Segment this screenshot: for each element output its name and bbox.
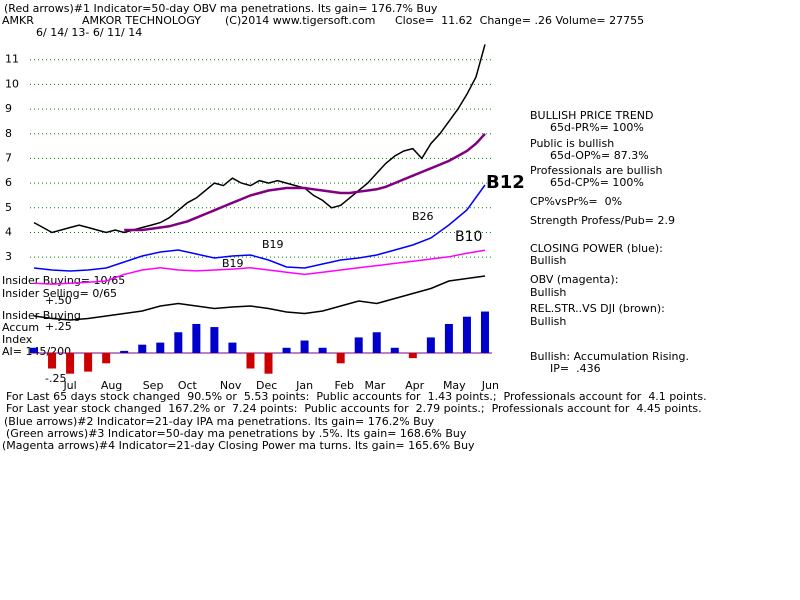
bar <box>48 352 57 369</box>
x-tick-label: Oct <box>178 379 198 392</box>
y-tick-label: 10 <box>5 77 19 90</box>
x-tick-label: Mar <box>365 379 386 392</box>
annotation: Close= 11.62 Change= .26 Volume= 27755 <box>395 14 644 27</box>
bar <box>408 352 417 359</box>
bar <box>30 347 38 353</box>
annotation: (Blue arrows)#2 Indicator=21-day IPA ma … <box>4 415 435 428</box>
annotation: 65d-PR%= 100% <box>550 121 644 134</box>
y-tick-label: 5 <box>5 201 12 214</box>
y-tick-label: +.50 <box>45 294 72 307</box>
annotation: For Last 65 days stock changed 90.5% or … <box>6 390 707 403</box>
series-line <box>33 44 486 234</box>
y-tick-label: 8 <box>5 127 12 140</box>
bar <box>354 337 363 353</box>
annotation: Professionals are bullish <box>530 164 662 177</box>
bar <box>120 350 129 353</box>
annotation: B26 <box>412 210 434 223</box>
annotation: B10 <box>455 229 482 245</box>
annotation: 65d-CP%= 100% <box>550 176 644 189</box>
bar <box>318 347 327 353</box>
bar <box>372 332 381 353</box>
bar <box>192 323 201 353</box>
x-tick-label: Nov <box>220 379 242 392</box>
annotation: Strength Profess/Pub= 2.9 <box>530 214 675 227</box>
bar <box>426 337 435 353</box>
annotation: (Green arrows)#3 Indicator=50-day ma pen… <box>6 427 467 440</box>
x-tick-label: Jan <box>295 379 313 392</box>
annotation: Insider Selling= 0/65 <box>2 287 117 300</box>
y-tick-label: 3 <box>5 250 12 263</box>
annotation: B12 <box>486 172 525 193</box>
chart-title: (Red arrows)#1 Indicator=50-day OBV ma p… <box>4 2 438 15</box>
annotation: Public is bullish <box>530 137 614 150</box>
bar <box>210 327 219 353</box>
annotation: B19 <box>222 257 244 270</box>
series-line <box>124 132 486 232</box>
annotation: Insider Buying= 10/65 <box>2 274 125 287</box>
y-tick-label: 7 <box>5 151 12 164</box>
x-tick-label: Feb <box>335 379 354 392</box>
annotation: IP= .436 <box>550 362 601 375</box>
bar <box>462 316 471 353</box>
bar <box>66 352 75 374</box>
annotation: B19 <box>262 238 284 251</box>
annotation: (Magenta arrows)#4 Indicator=21-day Clos… <box>2 439 475 452</box>
annotation: REL.STR..VS DJI (brown): <box>530 302 665 315</box>
bar <box>480 311 489 353</box>
series-line <box>33 249 486 285</box>
x-tick-label: Aug <box>101 379 122 392</box>
annotation: 6/ 14/ 13- 6/ 11/ 14 <box>36 26 142 39</box>
annotation: CLOSING POWER (blue): <box>530 242 663 255</box>
bar <box>228 342 237 353</box>
annotation: 65d-OP%= 87.3% <box>550 149 649 162</box>
annotation: Accum <box>2 321 39 334</box>
y-tick-label: 9 <box>5 102 12 115</box>
bar <box>174 332 183 353</box>
bar <box>300 340 309 353</box>
series-line <box>33 275 486 321</box>
bar <box>156 342 165 353</box>
annotation: Bullish <box>530 254 566 267</box>
x-tick-label: Jul <box>62 379 76 392</box>
y-tick-label: +.25 <box>45 320 72 333</box>
bar <box>264 352 273 374</box>
annotation: Bullish <box>530 315 566 328</box>
series-line <box>33 184 486 272</box>
bar <box>444 323 453 353</box>
y-tick-label: 11 <box>5 53 19 66</box>
bar <box>84 352 93 372</box>
annotation: CP%vsPr%= 0% <box>530 195 622 208</box>
bar <box>282 347 291 353</box>
annotation: Index <box>2 333 33 346</box>
annotation: Bullish: Accumulation Rising. <box>530 350 689 363</box>
y-tick-label: 6 <box>5 176 12 189</box>
annotation: OBV (magenta): <box>530 273 618 286</box>
bar <box>138 344 147 353</box>
bar <box>246 352 255 369</box>
annotation: For Last year stock changed 167.2% or 7.… <box>6 402 702 415</box>
annotation: AMKR <box>2 14 34 27</box>
y-tick-label: 4 <box>5 225 12 238</box>
y-tick-label: -.25 <box>45 372 66 385</box>
bar <box>102 352 111 364</box>
x-tick-label: May <box>443 379 466 392</box>
annotation: BULLISH PRICE TREND <box>530 109 654 122</box>
annotation: (C)2014 www.tigersoft.com <box>225 14 375 27</box>
bar <box>336 352 345 364</box>
annotation: Bullish <box>530 286 566 299</box>
x-tick-label: Jun <box>481 379 499 392</box>
x-tick-label: Apr <box>405 379 425 392</box>
bar <box>390 347 399 353</box>
annotation: AMKOR TECHNOLOGY <box>82 14 201 27</box>
x-tick-label: Sep <box>143 379 164 392</box>
x-tick-label: Dec <box>256 379 277 392</box>
